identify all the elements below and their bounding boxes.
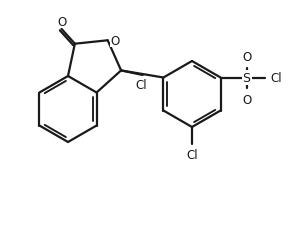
Text: O: O bbox=[111, 35, 120, 48]
Text: S: S bbox=[243, 72, 251, 85]
Text: Cl: Cl bbox=[271, 72, 282, 85]
Text: O: O bbox=[242, 93, 251, 106]
Text: Cl: Cl bbox=[136, 79, 147, 91]
Text: O: O bbox=[242, 50, 251, 63]
Text: O: O bbox=[58, 16, 67, 29]
Text: Cl: Cl bbox=[186, 148, 198, 161]
